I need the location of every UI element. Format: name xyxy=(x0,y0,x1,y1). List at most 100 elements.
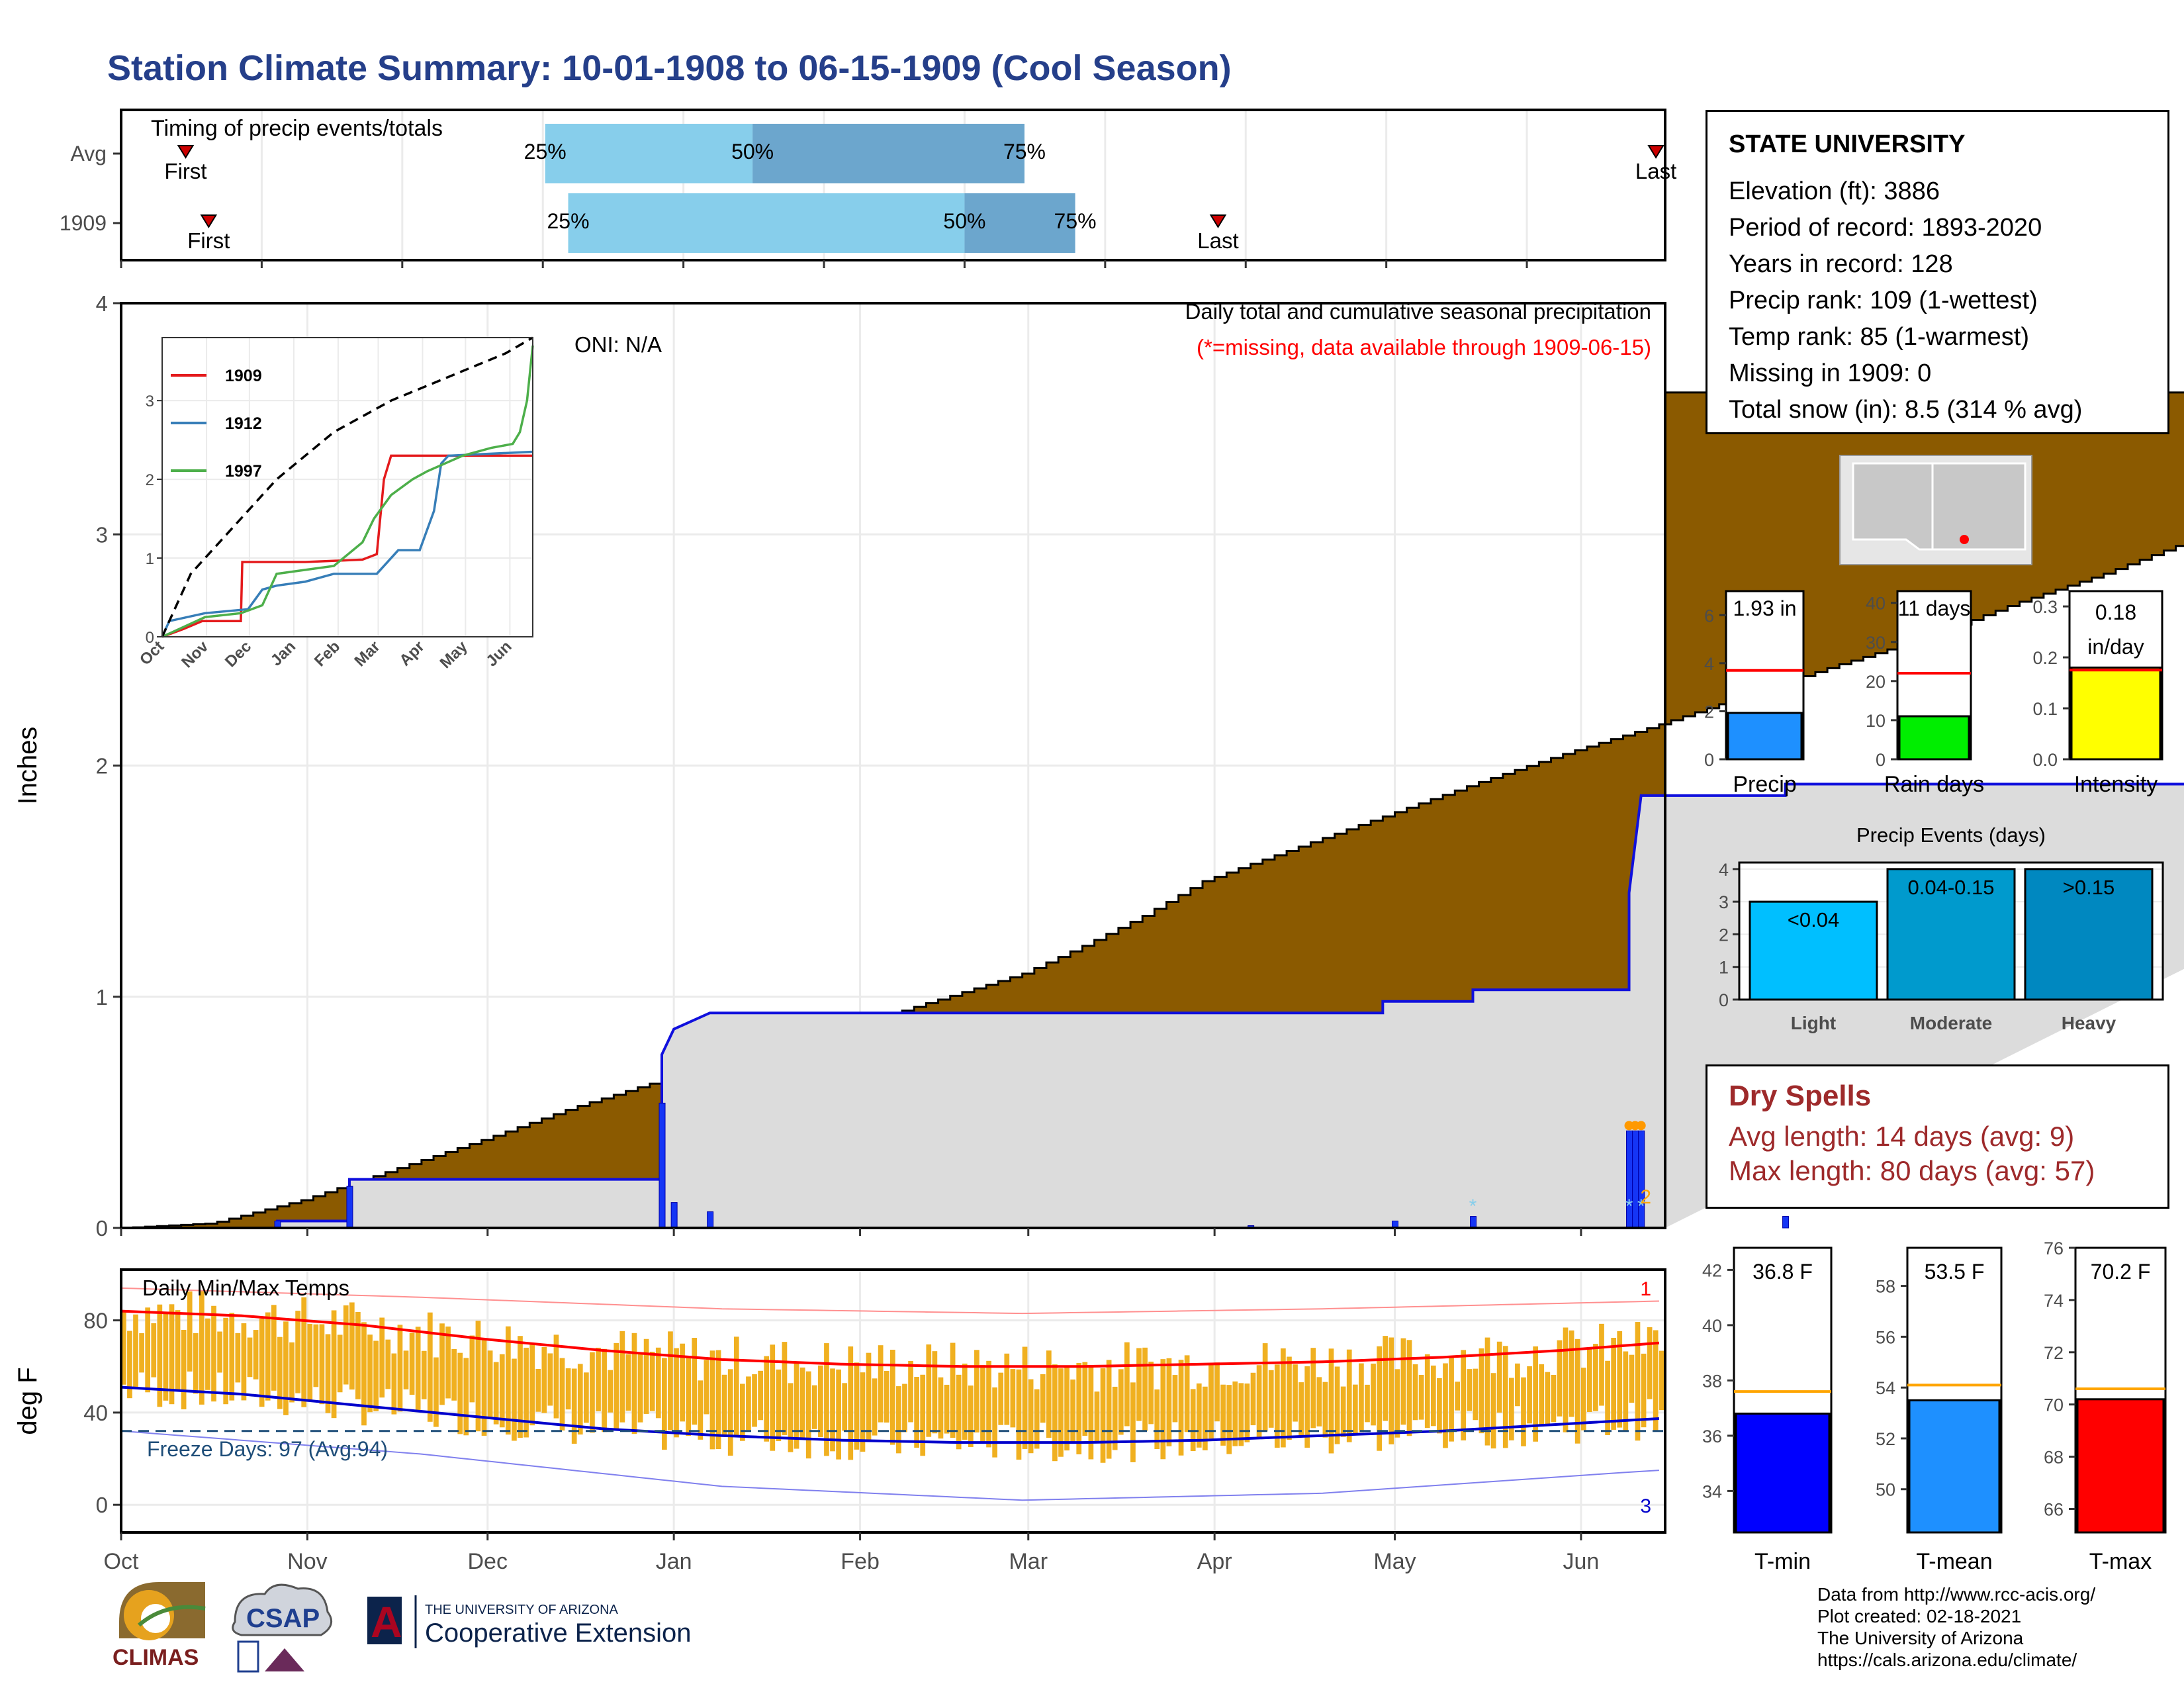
temps-panel-border xyxy=(120,1268,1666,1534)
temp-daily-bar xyxy=(1106,1360,1112,1459)
events-ytick-label: 0 xyxy=(1719,990,1729,1010)
temp-daily-bar xyxy=(758,1370,763,1421)
temp-daily-bar xyxy=(1545,1372,1551,1426)
temp-daily-bar xyxy=(571,1368,577,1444)
temp-daily-bar xyxy=(1190,1389,1196,1452)
small-precip-ytick-label: 10 xyxy=(1866,711,1886,731)
temp-daily-bar xyxy=(343,1305,349,1385)
temp-daily-bar xyxy=(980,1365,985,1442)
events-ytick-label: 1 xyxy=(1719,958,1729,978)
temp-daily-bar xyxy=(1118,1369,1124,1435)
small-temp-ytick-label: 74 xyxy=(2044,1291,2064,1311)
temp-daily-bar xyxy=(475,1321,481,1432)
temp-daily-bar xyxy=(799,1367,805,1438)
station-period: Period of record: 1893-2020 xyxy=(1729,214,2042,242)
temp-daily-bar xyxy=(1196,1383,1202,1448)
small-precip-bar xyxy=(2070,666,2161,761)
events-category: Heavy xyxy=(2062,1013,2116,1033)
temp-daily-bar xyxy=(794,1363,799,1449)
temp-daily-bar xyxy=(1203,1386,1208,1450)
small-temp-ytick-label: 58 xyxy=(1876,1277,1895,1297)
temp-daily-bar xyxy=(992,1387,998,1458)
timing-row-label: 1909 xyxy=(60,211,107,235)
precip-annotation-missing: (*=missing, data available through 1909-… xyxy=(1197,335,1651,359)
small-precip-value-label: 0.18 xyxy=(2095,600,2136,624)
events-bar xyxy=(1886,868,2016,1001)
small-precip-ytick-label: 20 xyxy=(1866,672,1886,692)
temp-daily-bar xyxy=(674,1348,679,1438)
timing-bar-50-75 xyxy=(752,124,1024,183)
small-temp-ytick-label: 68 xyxy=(2044,1448,2064,1468)
small-precip-category: Intensity xyxy=(2074,772,2158,797)
temp-daily-bar xyxy=(151,1323,157,1378)
small-temp-category: T-max xyxy=(2089,1549,2152,1574)
temp-daily-bar xyxy=(1148,1361,1154,1425)
temp-daily-bar xyxy=(127,1331,132,1399)
temp-daily-bar xyxy=(445,1326,451,1399)
timing-first-marker xyxy=(200,214,218,228)
temp-daily-bar xyxy=(163,1313,169,1401)
temp-daily-bar xyxy=(349,1302,355,1390)
credit-line-source: Data from http://www.rcc-acis.org/ xyxy=(1817,1584,2096,1605)
temps-ylabel: deg F xyxy=(13,1367,42,1434)
temp-daily-bar xyxy=(169,1304,175,1405)
temps-label-low: 3 xyxy=(1640,1495,1651,1517)
timing-bar-50-75 xyxy=(964,193,1075,253)
temps-xtick-label: Dec xyxy=(468,1549,508,1574)
temp-daily-bar xyxy=(1449,1356,1454,1442)
temp-daily-bar xyxy=(1647,1327,1653,1399)
temp-daily-bar xyxy=(1112,1386,1118,1450)
small-precip-category: Precip xyxy=(1733,772,1796,797)
precip-ytick-label: 1 xyxy=(96,985,108,1009)
temp-daily-bar xyxy=(914,1377,919,1448)
temp-daily-bar xyxy=(247,1337,253,1378)
temp-daily-bar xyxy=(319,1324,325,1405)
inset-series-line xyxy=(161,345,534,638)
temp-daily-bar xyxy=(944,1384,950,1434)
temp-daily-bar xyxy=(1124,1342,1130,1427)
inset-bg xyxy=(162,338,533,637)
small-temp-ytick-label: 76 xyxy=(2044,1239,2064,1258)
inset-ytick-label: 3 xyxy=(146,393,154,410)
temp-daily-bar xyxy=(1076,1362,1082,1455)
temp-daily-bar xyxy=(421,1350,427,1399)
small-temp-ytick-label: 70 xyxy=(2044,1395,2064,1415)
temp-daily-bar xyxy=(811,1385,817,1429)
events-bar xyxy=(2024,868,2154,1001)
temp-daily-bar xyxy=(746,1376,751,1430)
temp-daily-bar xyxy=(1593,1344,1598,1411)
temp-daily-bar xyxy=(379,1317,385,1398)
temp-daily-bar xyxy=(926,1344,932,1437)
events-ytick-label: 3 xyxy=(1719,892,1729,912)
temp-daily-bar xyxy=(1046,1350,1052,1438)
temp-daily-bar xyxy=(1022,1346,1028,1449)
temps-xtick-label: Oct xyxy=(104,1549,139,1574)
temp-daily-bar xyxy=(1508,1378,1514,1440)
temp-daily-bar xyxy=(715,1350,721,1449)
temp-daily-bar xyxy=(547,1353,553,1406)
precip-ytick-label: 0 xyxy=(96,1216,108,1241)
small-temp-ytick-label: 56 xyxy=(1876,1327,1895,1347)
climas-logo: CLIMAS xyxy=(113,1582,206,1670)
temp-daily-bar xyxy=(1563,1327,1569,1432)
timing-last-marker xyxy=(1209,214,1227,228)
timing-bar-25-50 xyxy=(545,124,753,183)
small-precip-ytick-label: 0 xyxy=(1704,750,1714,770)
temp-daily-bar xyxy=(608,1370,614,1413)
events-ytick-label: 4 xyxy=(1719,860,1729,880)
temp-daily-bar xyxy=(866,1352,872,1441)
temp-daily-bar xyxy=(830,1368,835,1452)
temp-daily-bar xyxy=(631,1333,637,1434)
temp-daily-bar xyxy=(157,1304,163,1407)
temp-daily-bar xyxy=(1617,1331,1623,1428)
temp-daily-bar xyxy=(1316,1377,1322,1427)
small-precip-ytick-label: 4 xyxy=(1704,654,1714,674)
station-snow: Total snow (in): 8.5 (314 % avg) xyxy=(1729,396,2083,424)
temp-daily-bar xyxy=(289,1342,295,1403)
temp-daily-bar xyxy=(709,1350,715,1450)
temp-daily-bar xyxy=(1605,1360,1610,1436)
temp-daily-bar xyxy=(1359,1363,1364,1432)
temp-daily-bar xyxy=(824,1343,829,1456)
temps-title: Daily Min/Max Temps xyxy=(142,1276,349,1300)
temp-daily-bar xyxy=(1058,1368,1064,1457)
